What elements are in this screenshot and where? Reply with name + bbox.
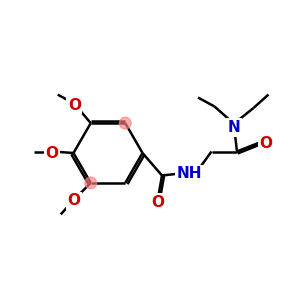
Text: O: O: [260, 136, 272, 152]
Text: O: O: [151, 195, 164, 210]
Text: O: O: [68, 98, 81, 112]
Text: O: O: [45, 146, 58, 160]
Text: N: N: [228, 120, 240, 135]
Circle shape: [119, 117, 131, 129]
Circle shape: [85, 177, 97, 189]
Text: O: O: [68, 194, 81, 208]
Text: NH: NH: [176, 167, 202, 182]
